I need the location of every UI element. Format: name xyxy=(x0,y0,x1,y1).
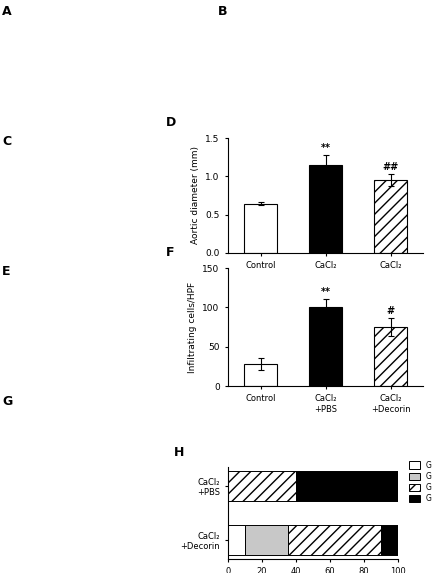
Text: F: F xyxy=(165,246,174,259)
Bar xyxy=(309,165,342,253)
Bar xyxy=(288,525,381,555)
Bar xyxy=(245,525,288,555)
Text: **: ** xyxy=(321,287,330,297)
Text: C: C xyxy=(2,135,11,148)
Y-axis label: Infiltrating cells/HPF: Infiltrating cells/HPF xyxy=(188,281,197,372)
Text: E: E xyxy=(2,265,10,278)
Bar xyxy=(228,525,245,555)
Text: G: G xyxy=(2,395,12,408)
Bar xyxy=(244,204,277,253)
Bar xyxy=(309,307,342,386)
Text: H: H xyxy=(174,446,184,459)
Bar xyxy=(374,327,407,386)
Bar xyxy=(296,471,398,501)
Text: ##: ## xyxy=(382,163,399,172)
Legend: Grade I, Grade II, Grade III, Grade IV: Grade I, Grade II, Grade III, Grade IV xyxy=(409,460,432,504)
Text: B: B xyxy=(218,5,228,18)
Bar xyxy=(381,525,398,555)
Bar xyxy=(244,364,277,386)
Text: A: A xyxy=(2,5,12,18)
Text: **: ** xyxy=(321,143,330,154)
Text: #: # xyxy=(387,306,394,316)
Bar xyxy=(228,471,296,501)
Bar xyxy=(374,180,407,253)
Text: D: D xyxy=(165,116,176,129)
Y-axis label: Aortic diameter (mm): Aortic diameter (mm) xyxy=(191,147,200,245)
